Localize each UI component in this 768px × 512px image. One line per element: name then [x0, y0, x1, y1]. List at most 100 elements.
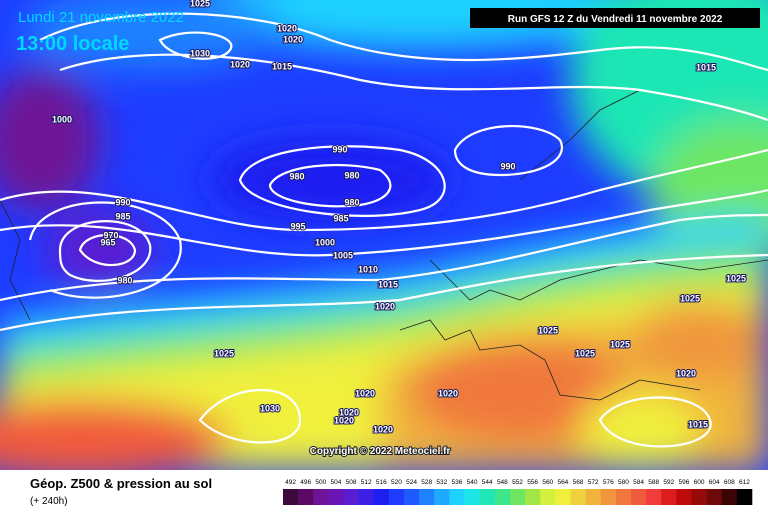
colorbar-label: 500 [315, 479, 326, 486]
colorbar-cell [555, 489, 571, 505]
colorbar-label: 520 [391, 479, 402, 486]
colorbar-cell [298, 489, 314, 505]
colorbar-label: 576 [603, 479, 614, 486]
isobar-label: 1020 [277, 23, 297, 33]
isobars [0, 12, 768, 448]
colorbar-label: 544 [482, 479, 493, 486]
colorbar-cell [343, 489, 359, 505]
colorbar-label: 512 [361, 479, 372, 486]
footer-title: Géop. Z500 & pression au sol [30, 476, 212, 491]
colorbar-label: 492 [285, 479, 296, 486]
isobar-label: 995 [290, 221, 305, 231]
isobar-label: 1020 [339, 407, 359, 417]
isobar-label: 1025 [610, 339, 630, 349]
colorbar-label: 504 [331, 479, 342, 486]
coastlines [0, 89, 768, 401]
colorbar-cell [646, 489, 662, 505]
isobar-label: 1025 [538, 325, 558, 335]
colorbar-cell [313, 489, 329, 505]
isobar-label: 980 [289, 171, 304, 181]
date-label: Lundi 21 novembre 2022 [18, 9, 184, 26]
colorbar-cell [283, 489, 299, 505]
colorbar-cell [706, 489, 723, 505]
isobar-label: 1030 [190, 48, 210, 58]
colorbar-label: 596 [678, 479, 689, 486]
colorbar-cell [404, 489, 420, 505]
isobar-label: 1025 [575, 348, 595, 358]
colorbar-cell [736, 489, 753, 505]
colorbar-cell [630, 489, 647, 505]
isobar-label: 1015 [696, 62, 716, 72]
isobar-label: 970 [103, 230, 118, 240]
colorbar-label: 572 [588, 479, 599, 486]
colorbar-label: 592 [663, 479, 674, 486]
colorbar-cell [358, 489, 375, 505]
colorbar-label: 528 [421, 479, 432, 486]
colorbar-label: 524 [406, 479, 417, 486]
isobar-label: 1020 [438, 388, 458, 398]
colorbar-label: 580 [618, 479, 629, 486]
colorbar-label: 552 [512, 479, 523, 486]
copyright: Copyright © 2022 Meteociel.fr [310, 446, 451, 457]
isobar-label: 1025 [680, 293, 700, 303]
colorbar-cell [570, 489, 586, 505]
colorbar-label: 568 [573, 479, 584, 486]
colorbar-label: 588 [648, 479, 659, 486]
colorbar-cell [721, 489, 738, 505]
colorbar-cell [328, 489, 344, 505]
isobar-label: 1020 [355, 388, 375, 398]
isobar-label: 1025 [726, 273, 746, 283]
colorbar-label: 516 [376, 479, 387, 486]
colorbar-cell [525, 489, 541, 505]
isobar-label: 990 [115, 197, 130, 207]
isobar-label: 985 [333, 213, 348, 223]
isobar-label: 980 [344, 170, 359, 180]
isobar-label: 1020 [373, 424, 393, 434]
colorbar-label: 560 [542, 479, 553, 486]
colorbar-cell [494, 489, 511, 505]
isobar-label: 1015 [688, 419, 708, 429]
isobar-label: 1000 [52, 114, 72, 124]
colorbar-label: 604 [709, 479, 720, 486]
colorbar: 492 496 500 504 508 512 516 520 524 528 532 536 540 5… [283, 479, 753, 505]
isobar-label: 980 [344, 197, 359, 207]
colorbar-label: 556 [527, 479, 538, 486]
isobar-label: 1025 [190, 0, 210, 8]
colorbar-cell [585, 489, 602, 505]
colorbar-cell [464, 489, 480, 505]
run-label: Run GFS 12 Z du Vendredi 11 novembre 202… [508, 14, 723, 25]
colorbar-cell [449, 489, 465, 505]
colorbar-label: 600 [694, 479, 705, 486]
colorbar-cell [540, 489, 556, 505]
isobar-label: 980 [117, 275, 132, 285]
isobar-label: 1020 [230, 59, 250, 69]
isobar-label: 1030 [260, 403, 280, 413]
isobar-label: 1015 [378, 279, 398, 289]
isobar-label: 1020 [283, 34, 303, 44]
colorbar-cell [373, 489, 390, 505]
isobar-label: 1025 [214, 348, 234, 358]
colorbar-label: 548 [497, 479, 508, 486]
isobar-label: 990 [332, 144, 347, 154]
isobar-label: 1020 [676, 368, 696, 378]
colorbar-label: 508 [346, 479, 357, 486]
colorbar-label: 496 [300, 479, 311, 486]
isobar-label: 1010 [358, 264, 378, 274]
colorbar-label: 608 [724, 479, 735, 486]
isobar-label: 1000 [315, 237, 335, 247]
field-shading [0, 0, 768, 470]
colorbar-cell [691, 489, 707, 505]
isobar-label: 1015 [272, 61, 292, 71]
colorbar-label: 612 [739, 479, 750, 486]
colorbar-label: 532 [436, 479, 447, 486]
colorbar-cell [419, 489, 435, 505]
isobar-label: 1020 [375, 301, 395, 311]
footer-lead: (+ 240h) [30, 496, 68, 507]
time-label: 13:00 locale [16, 33, 129, 55]
isobar-label: 1005 [333, 250, 353, 260]
colorbar-cell [479, 489, 496, 505]
colorbar-cell [600, 489, 617, 505]
